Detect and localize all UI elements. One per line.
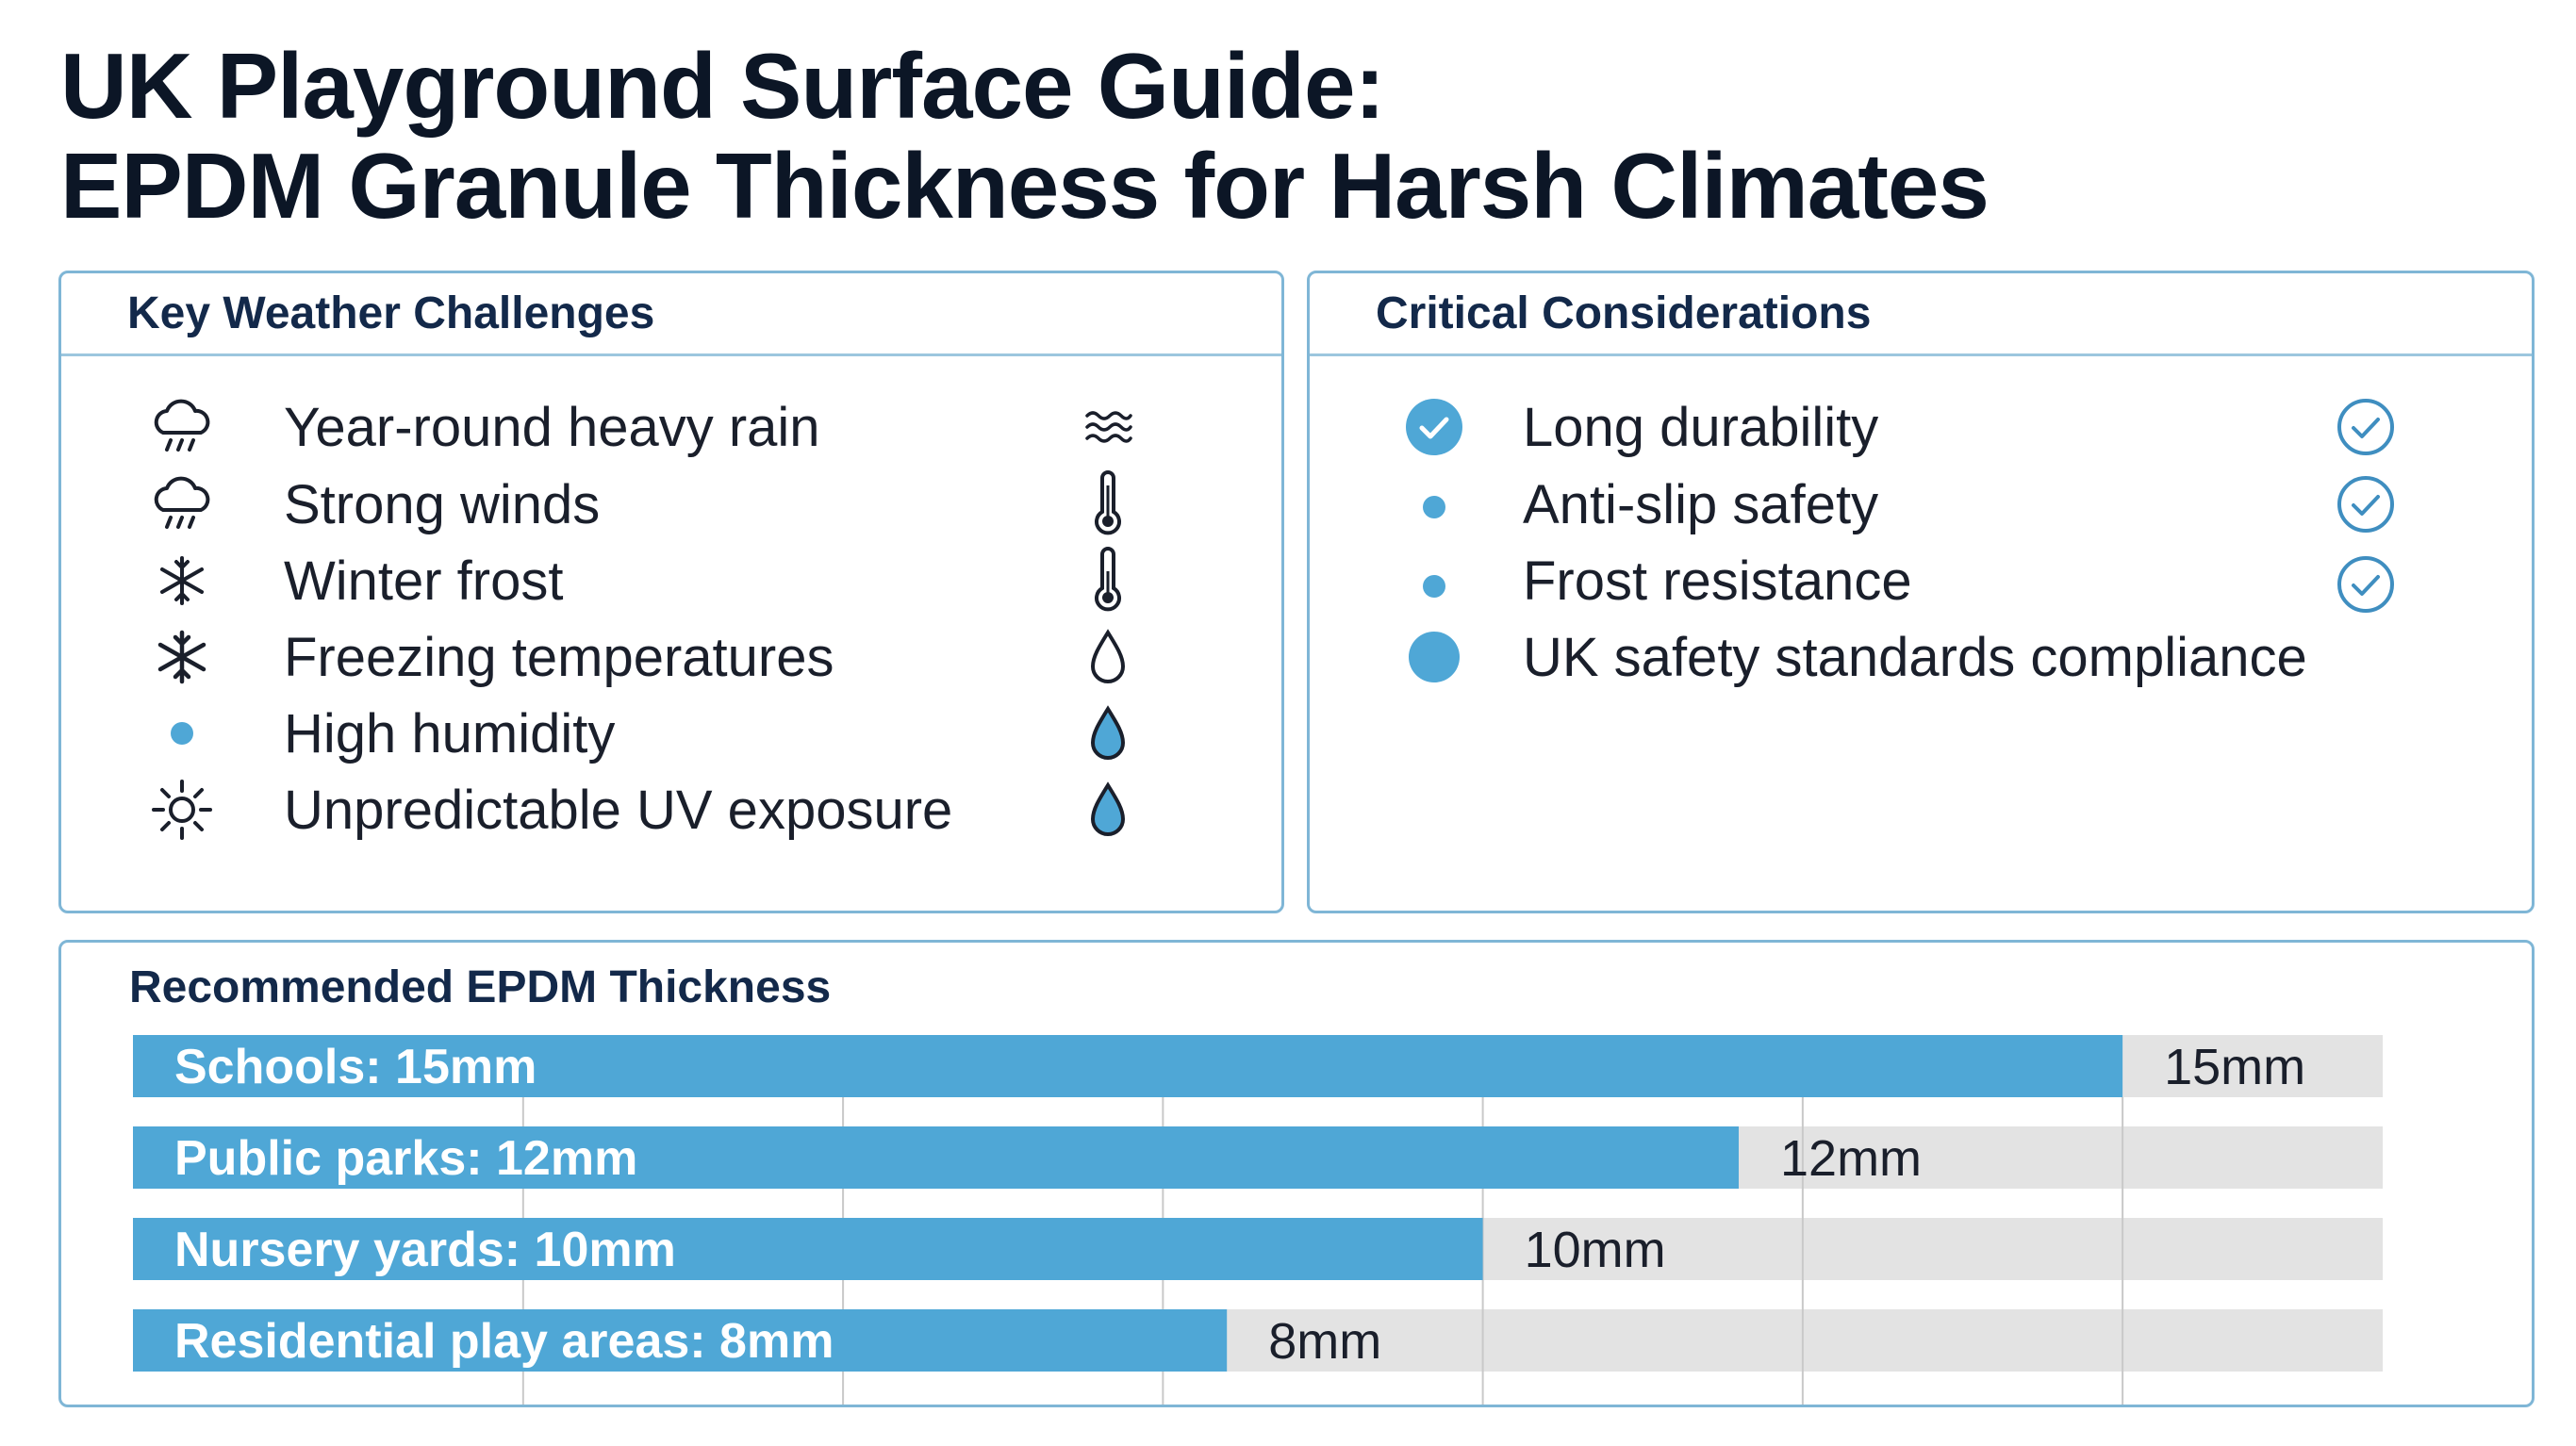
dot-icon: [1396, 467, 1472, 542]
list-item: Frost resistance: [1310, 543, 2532, 618]
list-item: Anti-slip safety: [1310, 467, 2532, 542]
consideration-item-label: Anti-slip safety: [1523, 473, 1879, 535]
bar-label: Residential play areas: 8mm: [174, 1314, 834, 1369]
droplet-filled-icon: [1070, 772, 1146, 847]
sun-icon: [144, 772, 220, 847]
list-item: Strong winds: [61, 467, 1281, 542]
bar: [133, 1218, 1483, 1280]
list-item: Freezing temperatures: [61, 619, 1281, 695]
dot-icon: [1396, 543, 1472, 618]
critical-considerations-heading: Critical Considerations: [1310, 273, 2532, 356]
weather-item-label: Year-round heavy rain: [284, 396, 820, 458]
bar-label: Schools: 15mm: [174, 1040, 537, 1094]
snowflake-icon: [144, 619, 220, 695]
check-circle-outline-icon: [2328, 467, 2403, 542]
value-label: 15mm: [2164, 1039, 2305, 1095]
thermometer-icon: [1070, 467, 1146, 542]
weather-item-label: Strong winds: [284, 473, 601, 535]
recommended-thickness-panel: Schools: 15mm 15mm Public parks: 12mm 12mm N…: [58, 940, 2535, 1407]
dot-icon: [144, 696, 220, 771]
list-item: Unpredictable UV exposure: [61, 772, 1281, 847]
weather-challenges-heading: Key Weather Challenges: [61, 273, 1281, 356]
check-circle-outline-icon: [2328, 389, 2403, 465]
large-dot-icon: [1396, 619, 1472, 695]
weather-item-label: High humidity: [284, 702, 616, 764]
chart-title: Recommended EPDM Thickness: [129, 962, 832, 1012]
weather-challenges-panel: Key Weather Challenges Year-round heavy …: [58, 271, 1284, 913]
value-label: 8mm: [1268, 1313, 1381, 1370]
page-title: UK Playground Surface Guide: EPDM Granul…: [60, 36, 2512, 236]
check-circle-filled-icon: [1396, 389, 1472, 465]
snowflake-icon: [144, 543, 220, 618]
title-line-1: UK Playground Surface Guide:: [60, 34, 1385, 138]
weather-item-label: Unpredictable UV exposure: [284, 779, 953, 841]
bar-label: Public parks: 12mm: [174, 1131, 637, 1186]
value-label: 10mm: [1525, 1222, 1666, 1278]
rain-cloud-icon: [144, 389, 220, 465]
title-line-2: EPDM Granule Thickness for Harsh Climate…: [60, 134, 1990, 238]
list-item: Long durability: [1310, 389, 2532, 465]
list-item: High humidity: [61, 696, 1281, 771]
value-label: 12mm: [1780, 1130, 1922, 1187]
check-circle-outline-icon: [2328, 543, 2403, 618]
bar: [133, 1126, 1740, 1189]
list-item: UK safety standards compliance: [1310, 619, 2532, 695]
thermometer-icon: [1070, 543, 1146, 618]
rain-cloud-icon: [144, 467, 220, 542]
consideration-item-label: Long durability: [1523, 396, 1879, 458]
consideration-item-label: UK safety standards compliance: [1523, 626, 2307, 688]
list-item: Year-round heavy rain: [61, 389, 1281, 465]
weather-item-label: Winter frost: [284, 550, 564, 612]
weather-item-label: Freezing temperatures: [284, 626, 834, 688]
wind-waves-icon: [1070, 389, 1146, 465]
list-item: Winter frost: [61, 543, 1281, 618]
thickness-bar-chart: Schools: 15mm 15mm Public parks: 12mm 12mm N…: [133, 1035, 2383, 1405]
consideration-item-label: Frost resistance: [1523, 550, 1912, 612]
droplet-filled-icon: [1070, 696, 1146, 771]
critical-considerations-panel: Critical Considerations Long durability …: [1307, 271, 2535, 913]
bar-label: Nursery yards: 10mm: [174, 1223, 676, 1277]
bar: [133, 1309, 1228, 1372]
bar: [133, 1035, 2123, 1097]
droplet-outline-icon: [1070, 619, 1146, 695]
